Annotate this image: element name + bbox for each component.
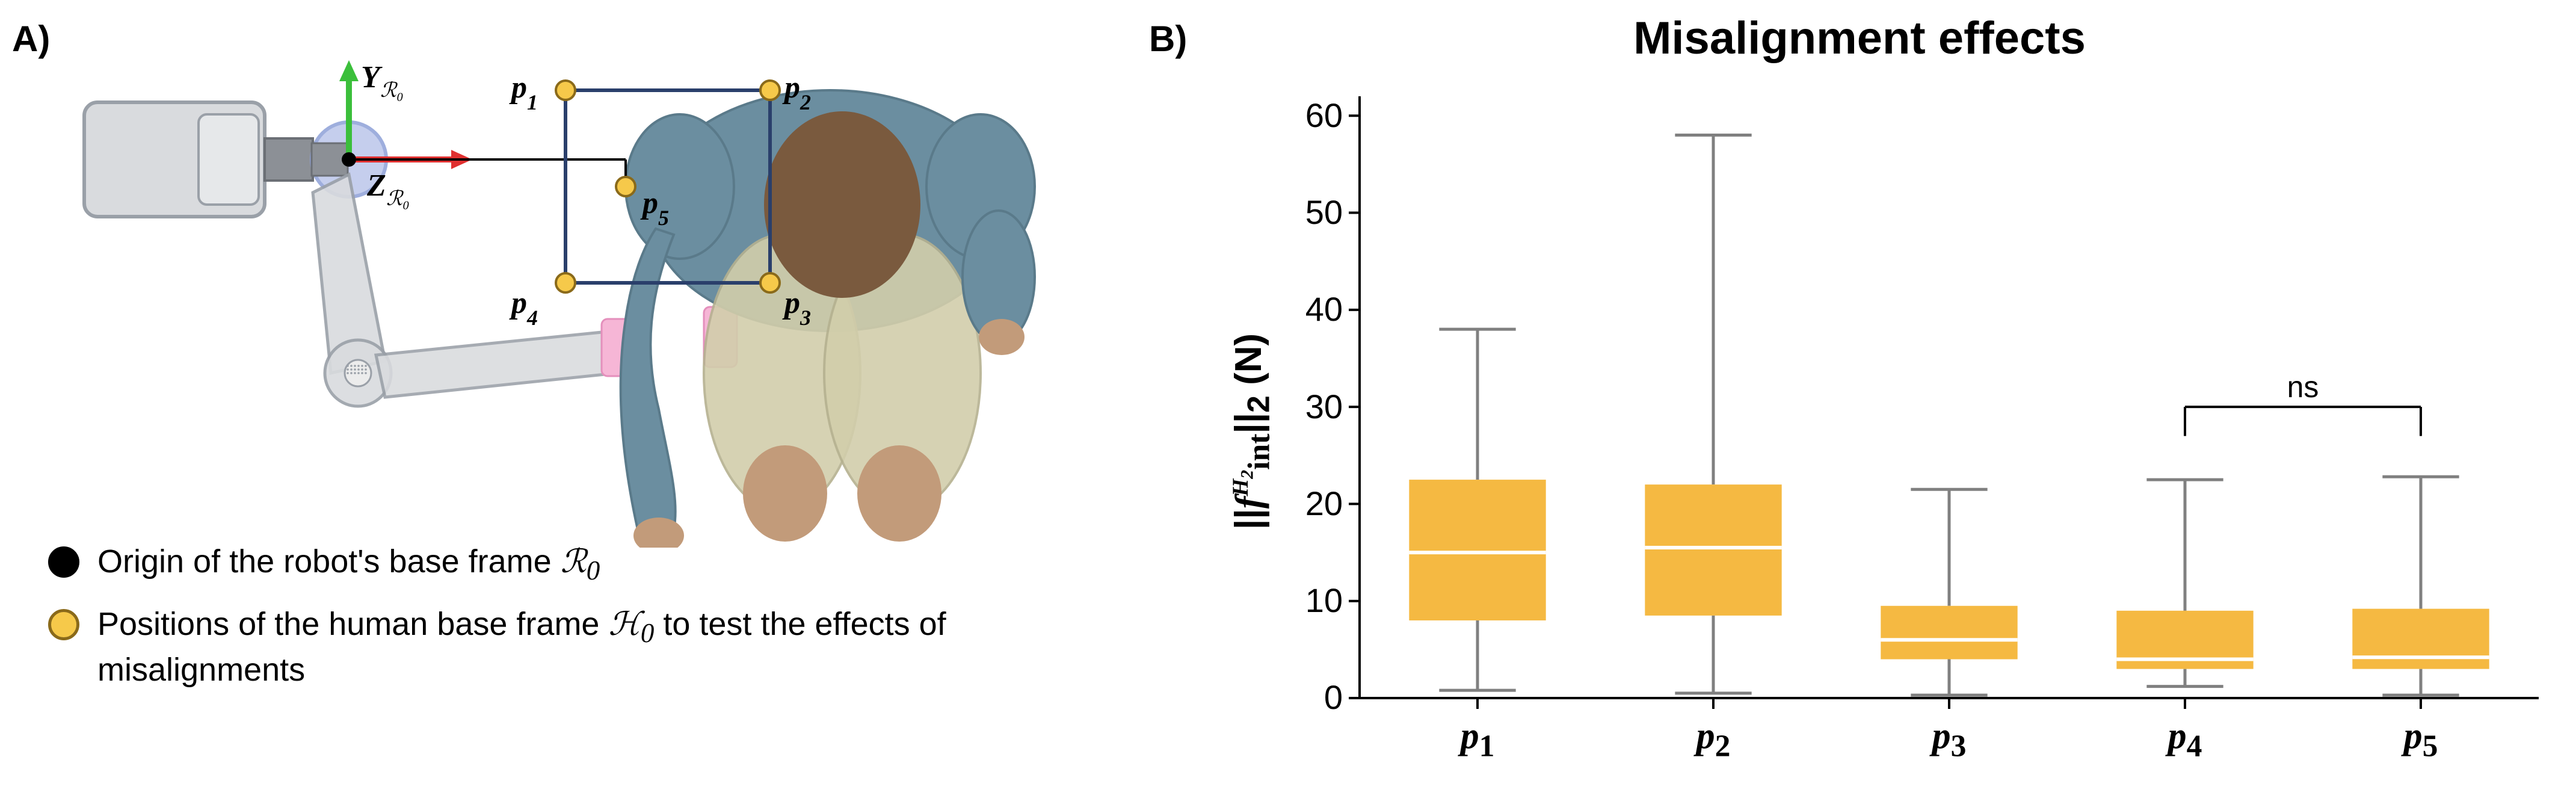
svg-text:ℛ₀: ℛ₀ — [380, 79, 404, 102]
xtick-label: p1 — [1429, 715, 1526, 764]
legend-text: Origin of the robot's base frame ℛ0 — [97, 542, 600, 587]
ytick-label: 50 — [1277, 193, 1343, 232]
svg-text:p4: p4 — [509, 286, 538, 330]
svg-text:Z: Z — [366, 168, 386, 203]
position-point — [760, 81, 780, 100]
panel-a-legend: Origin of the robot's base frame ℛ0 Posit… — [48, 542, 1011, 708]
legend-row: Positions of the human base frame ℋ0 to … — [48, 604, 1011, 691]
figure-root: A) Yℛ₀Zℛ₀p1p2p3p4p5 Origin of the robot'… — [0, 0, 2576, 810]
box — [1645, 484, 1781, 616]
origin-marker-icon — [48, 546, 79, 578]
chart-ylabel: ||fH2int||2 (N) — [1227, 333, 1277, 530]
xtick-label: p2 — [1665, 715, 1761, 764]
box — [2352, 609, 2489, 669]
ytick-label: 60 — [1277, 96, 1343, 135]
ytick-label: 20 — [1277, 484, 1343, 523]
svg-text:ℛ₀: ℛ₀ — [386, 188, 410, 210]
panel-a-label: A) — [12, 18, 50, 60]
legend-text: Positions of the human base frame ℋ0 to … — [97, 604, 1011, 691]
ytick-label: 10 — [1277, 581, 1343, 620]
position-point — [556, 273, 575, 292]
panel-a-svg: Yℛ₀Zℛ₀p1p2p3p4p5 — [72, 36, 1107, 548]
legend-row: Origin of the robot's base frame ℛ0 — [48, 542, 1011, 587]
position-point — [556, 81, 575, 100]
box — [1881, 606, 2017, 660]
panel-a-illustration: Yℛ₀Zℛ₀p1p2p3p4p5 — [72, 36, 1107, 548]
human-top-view — [621, 90, 1035, 548]
chart-svg — [1360, 96, 2539, 698]
svg-text:Y: Y — [361, 60, 383, 94]
ytick-label: 40 — [1277, 289, 1343, 329]
box — [1409, 480, 1545, 620]
ytick-label: 0 — [1277, 678, 1343, 717]
svg-text:p1: p1 — [509, 70, 538, 114]
chart-title: Misalignment effects — [1143, 12, 2576, 64]
position-point — [616, 177, 635, 196]
chart-area: 0102030405060p1p2p3p4p5ns — [1360, 96, 2539, 698]
panel-b: B) Misalignment effects ||fH2int||2 (N) … — [1143, 0, 2576, 810]
ytick-label: 30 — [1277, 387, 1343, 426]
xtick-label: p5 — [2373, 715, 2469, 764]
ns-annotation: ns — [2273, 369, 2333, 404]
position-marker-icon — [48, 609, 79, 640]
panel-a: A) Yℛ₀Zℛ₀p1p2p3p4p5 Origin of the robot'… — [0, 0, 1143, 810]
position-point — [760, 273, 780, 292]
xtick-label: p4 — [2137, 715, 2233, 764]
xtick-label: p3 — [1901, 715, 1997, 764]
